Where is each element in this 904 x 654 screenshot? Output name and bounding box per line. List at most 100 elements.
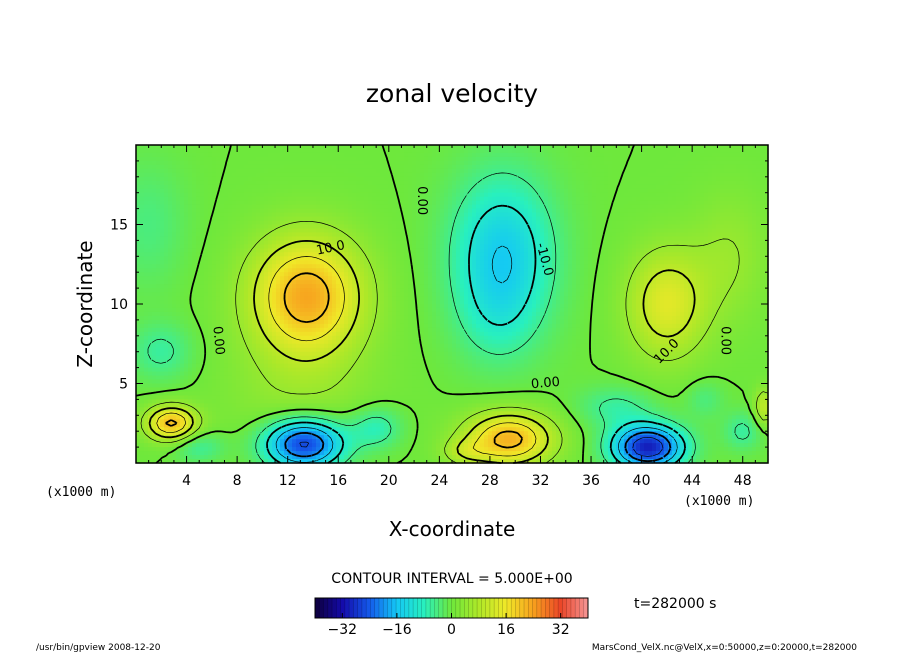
heatmap-cell	[216, 443, 221, 448]
heatmap-cell	[220, 380, 225, 385]
heatmap-cell	[348, 431, 353, 436]
heatmap-cell	[196, 225, 201, 230]
heatmap-cell	[336, 165, 341, 170]
heatmap-cell	[228, 256, 233, 261]
heatmap-cell	[272, 169, 277, 174]
heatmap-cell	[144, 217, 149, 222]
heatmap-cell	[372, 419, 377, 424]
heatmap-cell	[284, 268, 289, 273]
heatmap-cell	[152, 197, 157, 202]
heatmap-cell	[152, 443, 157, 448]
heatmap-cell	[184, 181, 189, 186]
heatmap-cell	[376, 272, 381, 277]
heatmap-cell	[172, 256, 177, 261]
heatmap-cell	[236, 256, 241, 261]
heatmap-cell	[260, 217, 265, 222]
heatmap-cell	[292, 384, 297, 389]
heatmap-cell	[228, 332, 233, 337]
heatmap-cell	[184, 256, 189, 261]
heatmap-cell	[308, 296, 313, 301]
heatmap-cell	[156, 228, 161, 233]
heatmap-cell	[260, 284, 265, 289]
heatmap-cell	[140, 181, 145, 186]
heatmap-cell	[372, 304, 377, 309]
heatmap-cell	[168, 380, 173, 385]
heatmap-cell	[328, 415, 333, 420]
heatmap-cell	[256, 372, 261, 377]
heatmap-cell	[288, 205, 293, 210]
heatmap-cell	[264, 391, 269, 396]
heatmap-cell	[280, 280, 285, 285]
heatmap-cell	[244, 380, 249, 385]
heatmap-cell	[252, 332, 257, 337]
heatmap-cell	[260, 320, 265, 325]
heatmap-cell	[336, 447, 341, 452]
heatmap-cell	[384, 185, 389, 190]
heatmap-cell	[312, 308, 317, 313]
heatmap-cell	[356, 173, 361, 178]
heatmap-cell	[268, 372, 273, 377]
heatmap-cell	[160, 272, 165, 277]
heatmap-cell	[276, 312, 281, 317]
heatmap-cell	[172, 280, 177, 285]
heatmap-cell	[296, 173, 301, 178]
heatmap-cell	[228, 165, 233, 170]
heatmap-cell	[240, 312, 245, 317]
heatmap-cell	[280, 384, 285, 389]
heatmap-cell	[188, 153, 193, 158]
heatmap-cell	[168, 308, 173, 313]
heatmap-cell	[164, 308, 169, 313]
heatmap-cell	[204, 260, 209, 265]
heatmap-cell	[240, 193, 245, 198]
heatmap-cell	[376, 232, 381, 237]
heatmap-cell	[148, 185, 153, 190]
heatmap-cell	[184, 288, 189, 293]
heatmap-cell	[280, 260, 285, 265]
heatmap-cell	[380, 312, 385, 317]
heatmap-cell	[140, 185, 145, 190]
heatmap-cell	[220, 193, 225, 198]
heatmap-cell	[384, 177, 389, 182]
heatmap-cell	[244, 435, 249, 440]
heatmap-cell	[352, 376, 357, 381]
heatmap-cell	[316, 364, 321, 369]
heatmap-cell	[288, 193, 293, 198]
heatmap-cell	[216, 391, 221, 396]
heatmap-cell	[364, 332, 369, 337]
heatmap-cell	[376, 153, 381, 158]
heatmap-cell	[256, 376, 261, 381]
heatmap-cell	[224, 300, 229, 305]
heatmap-cell	[148, 217, 153, 222]
heatmap-cell	[284, 336, 289, 341]
heatmap-cell	[144, 312, 149, 317]
heatmap-cell	[260, 209, 265, 214]
heatmap-cell	[172, 268, 177, 273]
heatmap-cell	[176, 284, 181, 289]
heatmap-cell	[232, 451, 237, 456]
heatmap-cell	[356, 248, 361, 253]
heatmap-cell	[156, 288, 161, 293]
heatmap-cell	[192, 395, 197, 400]
heatmap-cell	[152, 447, 157, 452]
heatmap-cell	[292, 284, 297, 289]
heatmap-cell	[248, 427, 253, 432]
heatmap-cell	[328, 193, 333, 198]
heatmap-cell	[224, 384, 229, 389]
heatmap-cell	[320, 201, 325, 206]
heatmap-cell	[272, 360, 277, 365]
heatmap-cell	[336, 403, 341, 408]
heatmap-cell	[292, 217, 297, 222]
heatmap-cell	[300, 161, 305, 166]
heatmap-cell	[332, 201, 337, 206]
heatmap-cell	[176, 260, 181, 265]
heatmap-cell	[172, 296, 177, 301]
heatmap-cell	[240, 201, 245, 206]
heatmap-cell	[296, 201, 301, 206]
heatmap-cell	[204, 391, 209, 396]
heatmap-cell	[332, 161, 337, 166]
heatmap-cell	[144, 451, 149, 456]
heatmap-cell	[248, 451, 253, 456]
heatmap-cell	[364, 439, 369, 444]
heatmap-cell	[352, 419, 357, 424]
heatmap-cell	[180, 225, 185, 230]
